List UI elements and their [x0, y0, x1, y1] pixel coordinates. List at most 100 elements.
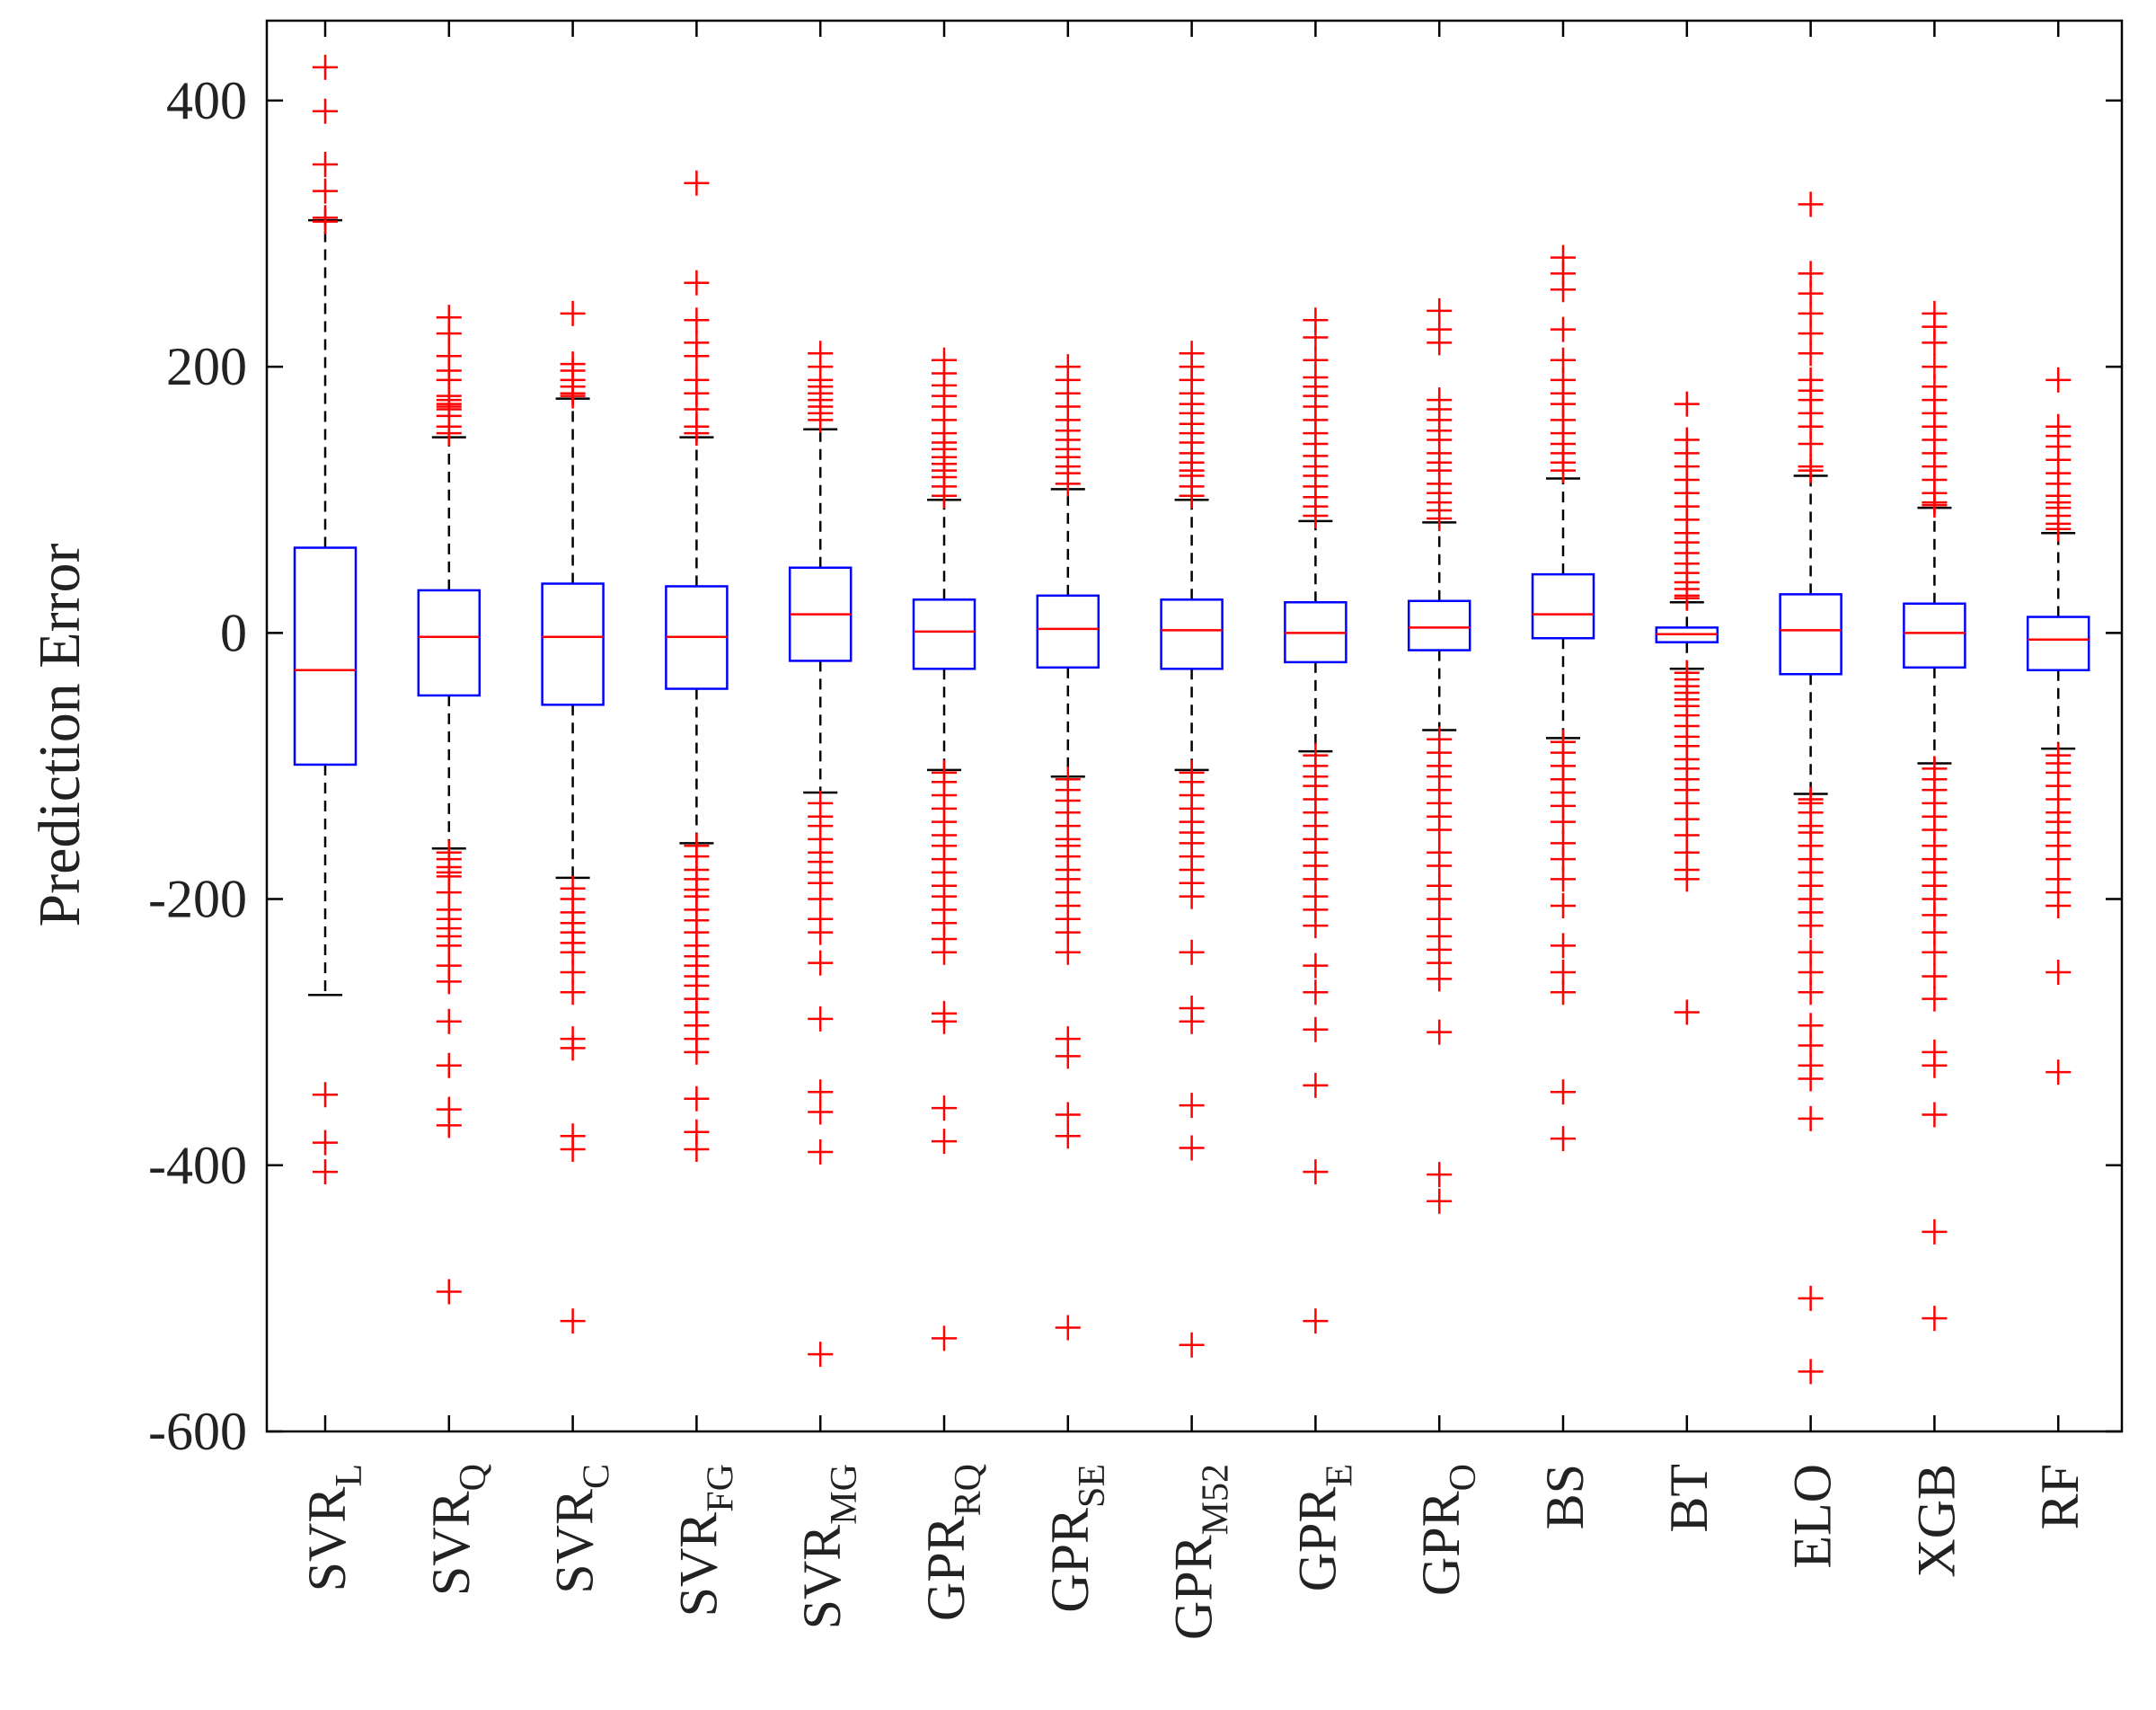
outlier-marker	[1922, 1052, 1948, 1078]
box-group	[1655, 391, 1719, 1025]
outlier-marker	[1798, 913, 1824, 939]
box-group	[1407, 297, 1471, 1214]
x-tick-label-subscript: E	[1319, 1464, 1360, 1487]
outlier-marker	[1303, 913, 1329, 939]
outlier-marker	[560, 979, 586, 1006]
x-tick-label: BS	[1535, 1464, 1595, 1529]
x-tick-label-base: BT	[1659, 1464, 1719, 1533]
outlier-marker	[1055, 1123, 1081, 1149]
outlier-marker	[808, 1099, 834, 1125]
outlier-marker	[1551, 979, 1576, 1006]
outlier-marker	[1303, 979, 1329, 1006]
outlier-marker	[932, 939, 957, 965]
outlier-marker	[1303, 1072, 1329, 1098]
outlier-marker	[1551, 866, 1576, 892]
iqr-box	[1407, 599, 1471, 651]
outlier-marker	[1427, 1188, 1453, 1214]
y-axis: -600 -400 -200 0 200 400	[148, 71, 2122, 1461]
outlier-marker	[313, 98, 338, 124]
outlier-marker	[2046, 516, 2072, 542]
x-tick-label-base: SVR	[668, 1512, 728, 1617]
iqr-box	[1531, 572, 1595, 640]
x-tick-label: GPRRQ	[916, 1464, 989, 1621]
outlier-marker	[1303, 1308, 1329, 1334]
outlier-marker	[932, 1095, 957, 1121]
outlier-marker	[1055, 1043, 1081, 1069]
outlier-marker	[1922, 986, 1948, 1012]
x-tick-label-base: GPR	[1040, 1508, 1100, 1613]
outlier-marker	[1551, 1079, 1576, 1105]
outlier-marker	[808, 1139, 834, 1165]
outlier-marker	[560, 383, 586, 409]
outlier-marker	[436, 1279, 462, 1305]
outlier-marker	[1674, 999, 1700, 1025]
x-tick-label-base: RF	[2030, 1464, 2090, 1529]
outlier-marker	[560, 1035, 586, 1061]
outlier-marker	[1798, 457, 1824, 483]
y-tick-label: 0	[220, 603, 247, 662]
outlier-marker	[436, 1052, 462, 1078]
iqr-box	[912, 598, 976, 670]
y-tick-label: -400	[148, 1136, 247, 1195]
iqr-box	[541, 582, 605, 706]
outlier-marker	[1427, 817, 1453, 843]
outlier-marker	[1303, 952, 1329, 979]
outlier-marker	[1798, 191, 1824, 217]
outlier-marker	[2046, 960, 2072, 986]
outlier-marker	[313, 208, 338, 235]
outlier-marker	[1798, 431, 1824, 456]
axes-frame	[265, 19, 2124, 1433]
x-tick-label-base: SVR	[545, 1489, 605, 1594]
outlier-marker	[2046, 367, 2072, 393]
x-tick-label-base: SVR	[792, 1525, 852, 1630]
x-tick-label-subscript: C	[577, 1464, 618, 1489]
outlier-marker	[1427, 330, 1453, 356]
x-tick-label-subscript: O	[1443, 1464, 1484, 1491]
outlier-marker	[1674, 391, 1700, 417]
outlier-marker	[1922, 492, 1948, 518]
box-group	[1036, 354, 1100, 1341]
x-tick-label: SVRL	[297, 1464, 370, 1591]
x-tick-label-base: BS	[1535, 1464, 1595, 1529]
outlier-marker	[560, 1137, 586, 1162]
x-tick-label-base: XGB	[1906, 1464, 1966, 1578]
outlier-marker	[808, 950, 834, 976]
outlier-marker	[932, 1325, 957, 1351]
box-group	[912, 347, 976, 1351]
y-tick-label: -600	[148, 1402, 247, 1461]
outlier-marker	[1798, 1359, 1824, 1385]
outlier-marker	[1798, 1066, 1824, 1092]
box-group	[1284, 307, 1348, 1334]
outlier-marker	[808, 919, 834, 945]
outlier-marker	[684, 1039, 710, 1065]
box-group	[2026, 367, 2090, 1085]
outlier-marker	[1922, 1218, 1948, 1245]
outlier-marker	[932, 483, 957, 509]
outlier-marker	[2046, 892, 2072, 918]
x-tick-label-subscript: RQ	[948, 1464, 989, 1516]
outlier-marker	[1922, 963, 1948, 989]
x-tick-label: GPRE	[1287, 1464, 1360, 1591]
x-tick-label-base: ELO	[1783, 1464, 1842, 1569]
outlier-marker	[1179, 1332, 1205, 1358]
outlier-marker	[1551, 277, 1576, 303]
outlier-marker	[1303, 1159, 1329, 1185]
outlier-marker	[1922, 1102, 1948, 1128]
x-tick-label: ELO	[1783, 1464, 1842, 1569]
outlier-marker	[1055, 939, 1081, 965]
x-tick-label: SVRQ	[421, 1464, 494, 1596]
iqr-box	[1160, 598, 1224, 670]
x-tick-label: GPRO	[1411, 1464, 1484, 1596]
iqr-box	[1779, 593, 1842, 676]
outlier-marker	[684, 270, 710, 296]
box-group	[788, 341, 853, 1368]
outlier-marker	[436, 421, 462, 447]
x-tick-label-base: GPR	[1164, 1535, 1224, 1640]
outlier-marker	[1798, 341, 1824, 367]
outlier-marker	[1179, 1008, 1205, 1034]
x-tick-label: RF	[2030, 1464, 2090, 1529]
x-tick-label-subscript: L	[329, 1464, 370, 1487]
plot-area	[293, 54, 2090, 1385]
